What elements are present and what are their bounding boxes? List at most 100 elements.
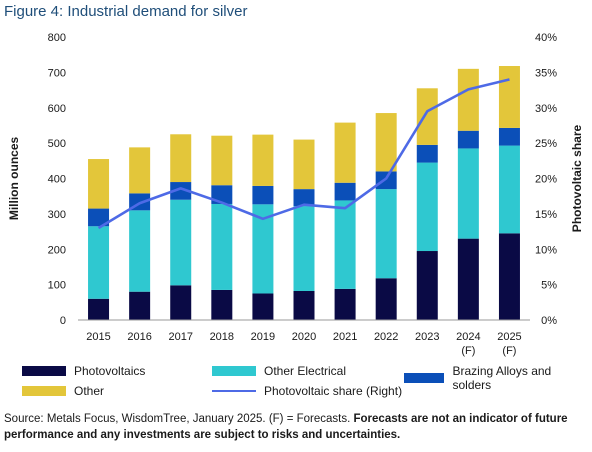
chart-title: Figure 4: Industrial demand for silver [4,3,248,20]
x-tick-label: 2023 [415,331,439,343]
bar-segment [334,288,356,320]
bar-segment [211,289,233,320]
x-tick-label: 2019 [251,331,275,343]
legend-label: Photovoltaic share (Right) [264,384,403,398]
y-tick-label: 800 [48,32,66,44]
bar-segment [293,290,315,320]
x-tick-label: 2015 [86,331,110,343]
bar-segment [170,134,192,183]
x-tick-label: 2018 [210,331,234,343]
x-tick-label: 2016 [127,331,151,343]
y2-tick-label: 30% [535,103,557,115]
source-note: Source: Metals Focus, WisdomTree, Januar… [4,411,588,443]
bar-segment [498,145,520,234]
y-tick-label: 500 [48,138,66,150]
x-tick-label: 2024 (F) [456,331,480,357]
bar-segment [129,210,151,292]
bar-segment [334,182,356,201]
y-tick-label: 100 [48,280,66,292]
bar-segment [170,285,192,320]
y-axis-right: 0% 5% 10% 15% 20% 25% 30% 35% 40% [535,32,557,327]
y-axis-title: Million ounces [7,137,21,221]
legend-swatch [404,373,445,383]
bar-segment [334,200,356,289]
bar-segment [375,171,397,190]
bar-segment [88,226,110,299]
source-text: Source: Metals Focus, WisdomTree, Januar… [4,413,354,425]
y-tick-label: 700 [48,67,66,79]
bar-segment [375,278,397,320]
bar-segment [129,291,151,320]
bar-segment [252,293,274,320]
legend-label: Other Electrical [264,364,347,378]
source-disclaimer: Forecasts are not an indicator of future… [4,413,568,441]
x-tick-label: 2017 [168,331,192,343]
bar-segment [252,185,274,205]
bar-segment [293,189,315,207]
y2-tick-label: 40% [535,32,557,44]
bar-segment [375,189,397,279]
y2-tick-label: 5% [541,280,557,292]
y-axis-left: 0 100 200 300 400 500 600 700 800 [48,32,66,327]
bar-segment [334,122,356,183]
y2-tick-label: 15% [535,209,557,221]
y-tick-label: 600 [48,103,66,115]
bar-segment [211,185,233,204]
x-axis-labels: 2015 2016 2017 2018 2019 2020 2021 2022 2023 2024… [86,331,521,357]
bar-segment [457,130,479,149]
bar-segment [457,148,479,239]
legend-item-other: Other [22,384,104,398]
legend-item-other-electrical: Other Electrical [212,364,346,378]
bar-segment [416,88,438,145]
bar-segment [457,238,479,320]
legend-item-pv-share: Photovoltaic share (Right) [212,384,402,398]
bar-segment [170,199,192,286]
bar-segment [375,113,397,172]
bar-segment [498,233,520,320]
y2-tick-label: 10% [535,244,557,256]
bar-segment [252,134,274,186]
legend-swatch [212,366,256,376]
legend-line-swatch [212,390,256,392]
legend-label: Other [74,384,105,398]
bar-segment [211,203,233,290]
legend-item-photovoltaics: Photovoltaics [22,364,145,378]
bar-segment [498,66,520,128]
legend-label: Photovoltaics [74,364,146,378]
y-tick-label: 200 [48,244,66,256]
bar-group [88,66,520,320]
legend-item-brazing: Brazing Alloys and solders [404,364,582,392]
bar-segment [416,144,438,163]
x-tick-label: 2022 [374,331,398,343]
bar-segment [293,139,315,190]
legend-label: Brazing Alloys and solders [452,364,552,392]
legend: Photovoltaics Other Electrical Brazing A… [22,364,582,404]
bar-segment [129,147,151,194]
stacked-bar-chart: 0 100 200 300 400 500 600 700 800 0% 5% 10% 15% 20% 2… [7,32,584,357]
bar-segment [498,127,520,146]
x-tick-label: 2021 [333,331,357,343]
bar-segment [170,182,192,200]
y2-tick-label: 25% [535,138,557,150]
y-tick-label: 0 [60,315,66,327]
bar-segment [293,206,315,291]
pv-share-line [97,78,510,230]
legend-swatch [22,386,66,396]
bar-segment [416,251,438,320]
legend-swatch [22,366,66,376]
x-tick-label: 2025 (F) [497,331,521,357]
bar-segment [88,159,110,209]
bar-segment [252,204,274,294]
bar-segment [457,68,479,131]
bar-segment [88,298,110,320]
x-tick-label: 2020 [292,331,316,343]
y2-tick-label: 0% [541,315,557,327]
y2-tick-label: 20% [535,174,557,186]
bar-segment [416,162,438,252]
y-tick-label: 300 [48,209,66,221]
y-tick-label: 400 [48,174,66,186]
bar-segment [88,208,110,227]
bar-segment [211,135,233,186]
y2-axis-title: Photovoltaic share [570,125,584,233]
y2-tick-label: 35% [535,67,557,79]
